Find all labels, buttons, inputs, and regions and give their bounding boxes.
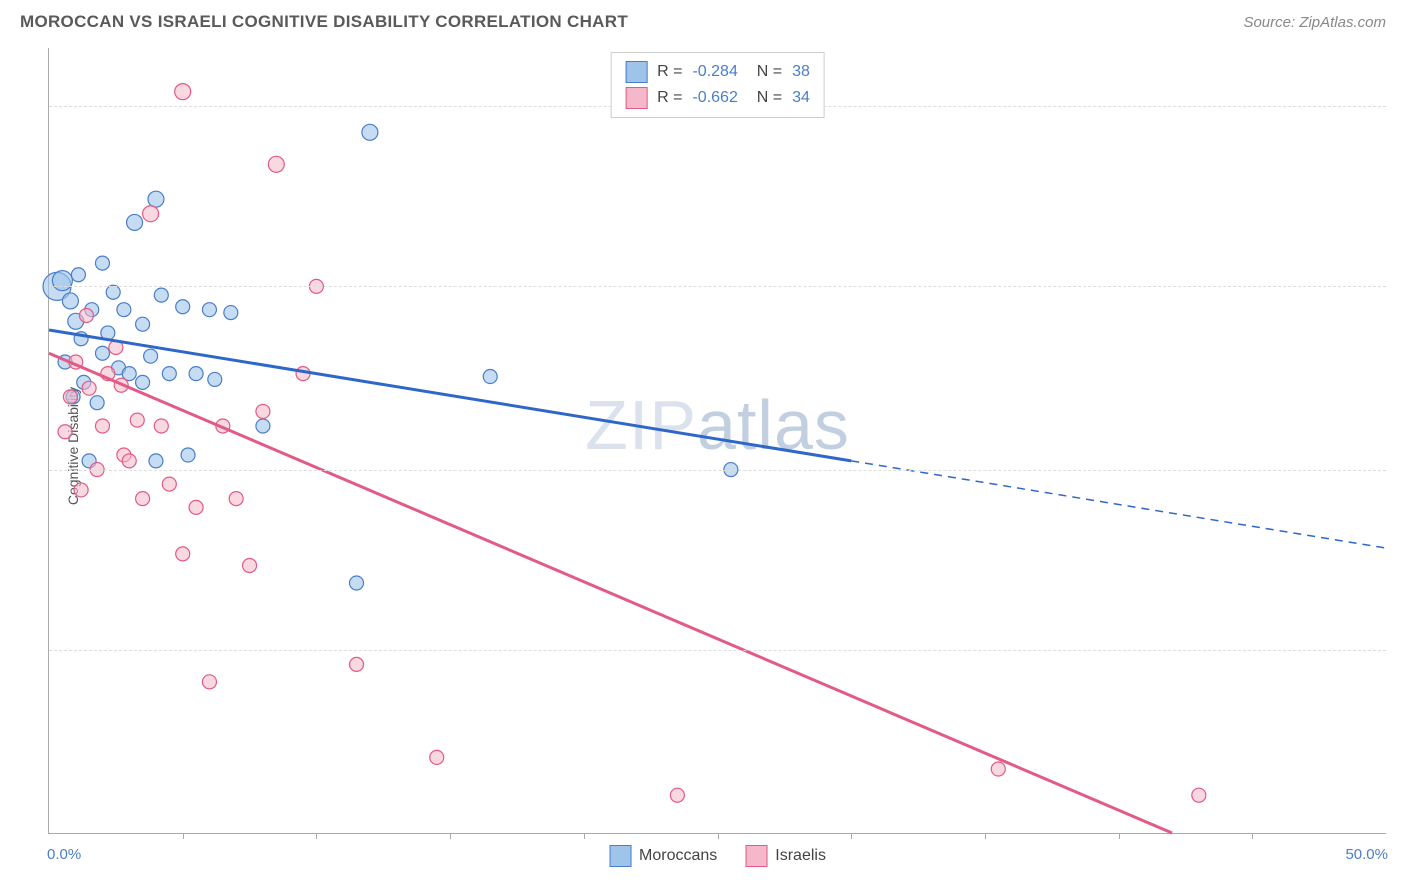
legend-n-label: N = — [748, 63, 782, 81]
legend-n-value-moroccans: 38 — [792, 63, 810, 81]
x-tick — [584, 833, 585, 839]
data-point-israelis — [202, 675, 216, 689]
data-point-moroccans — [95, 346, 109, 360]
data-point-israelis — [430, 750, 444, 764]
data-point-moroccans — [148, 191, 164, 207]
data-point-moroccans — [71, 268, 85, 282]
data-point-israelis — [175, 84, 191, 100]
data-point-moroccans — [127, 214, 143, 230]
legend-r-label: R = — [657, 63, 682, 81]
data-point-israelis — [991, 762, 1005, 776]
data-point-israelis — [229, 492, 243, 506]
data-point-moroccans — [224, 306, 238, 320]
data-point-moroccans — [149, 454, 163, 468]
data-point-moroccans — [117, 303, 131, 317]
regression-line-moroccans — [49, 330, 851, 461]
x-axis-max-label: 50.0% — [1345, 846, 1388, 863]
data-point-moroccans — [144, 349, 158, 363]
data-point-israelis — [670, 788, 684, 802]
chart-plot-area: ZIPatlas R = -0.284 N = 38R = -0.662 N =… — [48, 48, 1386, 834]
data-point-moroccans — [181, 448, 195, 462]
x-tick — [1252, 833, 1253, 839]
data-point-israelis — [143, 206, 159, 222]
data-point-moroccans — [52, 271, 72, 291]
legend-r-value-israelis: -0.662 — [692, 89, 737, 107]
x-tick — [851, 833, 852, 839]
regression-line-israelis — [49, 353, 1172, 833]
legend-n-label: N = — [748, 89, 782, 107]
data-point-moroccans — [90, 396, 104, 410]
bottom-legend-swatch — [609, 845, 631, 867]
legend-swatch-moroccans — [625, 61, 647, 83]
y-tick-label: 6.3% — [1394, 641, 1406, 658]
data-point-moroccans — [483, 370, 497, 384]
data-point-moroccans — [162, 367, 176, 381]
data-point-israelis — [122, 454, 136, 468]
x-tick — [450, 833, 451, 839]
gridline-horizontal — [49, 650, 1386, 651]
data-point-israelis — [176, 547, 190, 561]
data-point-israelis — [350, 657, 364, 671]
gridline-horizontal — [49, 470, 1386, 471]
data-point-israelis — [189, 500, 203, 514]
x-tick — [1119, 833, 1120, 839]
data-point-israelis — [1192, 788, 1206, 802]
data-point-moroccans — [176, 300, 190, 314]
chart-title: MOROCCAN VS ISRAELI COGNITIVE DISABILITY… — [20, 12, 628, 32]
data-point-moroccans — [189, 367, 203, 381]
legend-n-value-israelis: 34 — [792, 89, 810, 107]
data-point-moroccans — [62, 293, 78, 309]
data-point-israelis — [82, 381, 96, 395]
correlation-legend-box: R = -0.284 N = 38R = -0.662 N = 34 — [610, 52, 825, 118]
legend-row-israelis: R = -0.662 N = 34 — [625, 85, 810, 111]
x-tick — [183, 833, 184, 839]
legend-swatch-israelis — [625, 87, 647, 109]
data-point-israelis — [58, 425, 72, 439]
data-point-moroccans — [350, 576, 364, 590]
bottom-legend-label: Moroccans — [639, 847, 717, 865]
x-axis-min-label: 0.0% — [47, 846, 81, 863]
data-point-moroccans — [362, 124, 378, 140]
data-point-moroccans — [136, 317, 150, 331]
bottom-legend-label: Israelis — [775, 847, 826, 865]
y-tick-label: 25.0% — [1394, 98, 1406, 115]
chart-svg-layer — [49, 48, 1386, 833]
bottom-legend-swatch — [745, 845, 767, 867]
y-tick-label: 12.5% — [1394, 461, 1406, 478]
data-point-moroccans — [208, 372, 222, 386]
x-tick — [985, 833, 986, 839]
data-point-israelis — [162, 477, 176, 491]
gridline-horizontal — [49, 286, 1386, 287]
data-point-israelis — [243, 559, 257, 573]
legend-r-label: R = — [657, 89, 682, 107]
data-point-israelis — [256, 404, 270, 418]
data-point-israelis — [154, 419, 168, 433]
data-point-moroccans — [136, 375, 150, 389]
data-point-moroccans — [154, 288, 168, 302]
regression-line-dashed-moroccans — [851, 461, 1386, 548]
data-point-israelis — [63, 390, 77, 404]
data-point-israelis — [268, 156, 284, 172]
data-point-moroccans — [256, 419, 270, 433]
x-tick — [316, 833, 317, 839]
source-attribution: Source: ZipAtlas.com — [1243, 14, 1386, 31]
data-point-moroccans — [95, 256, 109, 270]
data-point-moroccans — [202, 303, 216, 317]
legend-row-moroccans: R = -0.284 N = 38 — [625, 59, 810, 85]
bottom-legend-item: Moroccans — [609, 845, 717, 867]
y-tick-label: 18.8% — [1394, 278, 1406, 295]
data-point-israelis — [74, 483, 88, 497]
chart-header: MOROCCAN VS ISRAELI COGNITIVE DISABILITY… — [0, 0, 1406, 36]
data-point-israelis — [95, 419, 109, 433]
data-point-israelis — [130, 413, 144, 427]
x-tick — [718, 833, 719, 839]
bottom-legend-item: Israelis — [745, 845, 826, 867]
data-point-israelis — [136, 492, 150, 506]
series-legend: Moroccans Israelis — [609, 845, 826, 867]
legend-r-value-moroccans: -0.284 — [692, 63, 737, 81]
data-point-israelis — [79, 308, 93, 322]
